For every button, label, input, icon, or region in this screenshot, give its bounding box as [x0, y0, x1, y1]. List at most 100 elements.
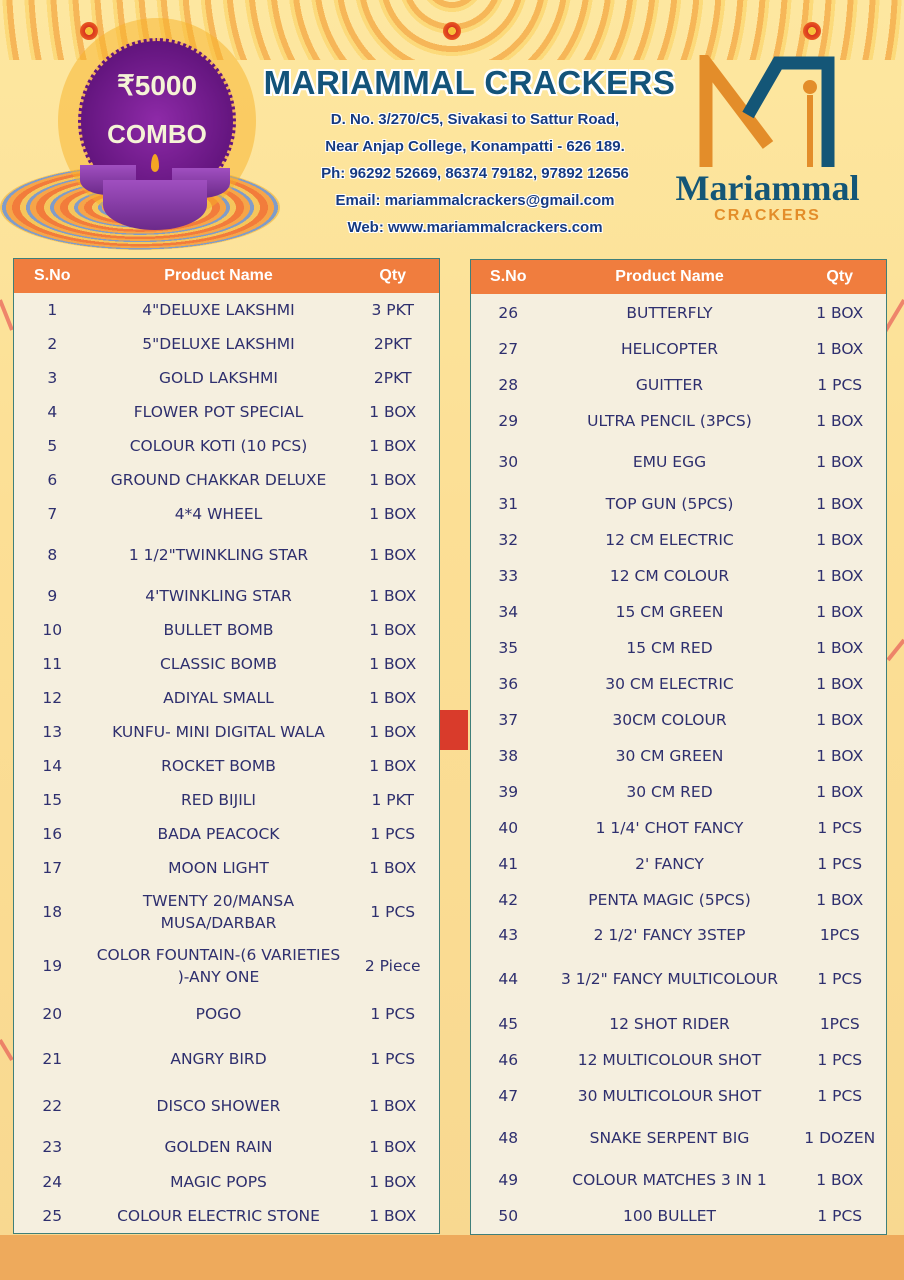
cell-product-name: GUITTER: [635, 376, 704, 394]
email: Email: mariammalcrackers@gmail.com: [335, 192, 615, 209]
cell-product-name: 12 SHOT RIDER: [609, 1015, 730, 1033]
cell-sno: 29: [498, 412, 519, 430]
cell-product-name: 4"DELUXE LAKSHMI: [142, 301, 295, 319]
cell-sno: 22: [42, 1097, 63, 1115]
cell-product-name: BUTTERFLY: [626, 303, 713, 322]
cell-product-name: 30 MULTICOLOUR SHOT: [577, 1087, 762, 1105]
cell-qty: 2 Piece: [364, 957, 421, 975]
cell-sno: 37: [498, 711, 519, 729]
table-row: 36 30 CM ELECTRIC 1 BOX: [471, 666, 887, 702]
cell-sno: 44: [498, 970, 519, 988]
table-row: 39 30 CM RED 1 BOX: [471, 774, 887, 810]
cell-sno: 32: [498, 531, 519, 549]
combo-label: COMBO: [107, 119, 207, 149]
table-row: 7 4*4 WHEEL 1 BOX: [14, 497, 440, 531]
cell-product-name: SNAKE SERPENT BIG: [589, 1129, 750, 1147]
product-table-left: S.No Product Name Qty 1 4"DELUXE LAKSHMI 3…: [13, 258, 440, 1234]
cell-qty: 1 PCS: [817, 1087, 863, 1105]
cell-qty: 2PKT: [373, 369, 412, 387]
cell-product-name: 15 CM GREEN: [615, 603, 724, 621]
table-row: 8 1 1/2"TWINKLING STAR 1 BOX: [14, 531, 440, 579]
table-row: 34 15 CM GREEN 1 BOX: [471, 594, 887, 630]
cell-qty: 1 BOX: [816, 303, 864, 322]
table-row: 18 TWENTY 20/MANSA MUSA/DARBAR 1 PCS: [14, 885, 440, 939]
cell-sno: 45: [498, 1015, 519, 1033]
brand-logo: Mariammal CRACKERS: [660, 55, 875, 230]
cell-sno: 13: [42, 723, 63, 741]
table-row: 43 2 1/2' FANCY 3STEP 1PCS: [471, 917, 887, 952]
table-row: 15 RED BIJILI 1 PKT: [14, 783, 440, 817]
cell-sno: 10: [42, 621, 63, 639]
cell-product-name: DISCO SHOWER: [156, 1097, 281, 1115]
table-row: 1 4"DELUXE LAKSHMI 3 PKT: [14, 293, 440, 327]
cell-qty: 1 PCS: [370, 1050, 416, 1068]
cell-product-name: CLASSIC BOMB: [160, 655, 277, 673]
cell-product-name: KUNFU- MINI DIGITAL WALA: [112, 723, 325, 741]
flower-decoration: [80, 22, 98, 40]
table-row: 26 BUTTERFLY 1 BOX: [471, 294, 887, 331]
cell-sno: 7: [47, 505, 58, 523]
cell-qty: 1 BOX: [816, 747, 864, 765]
cell-product-name: 30 CM ELECTRIC: [605, 675, 734, 693]
cell-qty: 1 BOX: [369, 655, 417, 673]
cell-product-name: HELICOPTER: [620, 340, 719, 358]
cell-qty: 1 BOX: [369, 403, 417, 421]
cell-sno: 33: [498, 567, 519, 585]
cell-product-name: EMU EGG: [632, 453, 707, 471]
table-row: 10 BULLET BOMB 1 BOX: [14, 613, 440, 647]
cell-sno: 41: [498, 855, 519, 873]
table-row: 25 COLOUR ELECTRIC STONE 1 BOX: [14, 1199, 440, 1233]
cell-qty: 1 BOX: [816, 603, 864, 621]
col-header-product: Product Name: [90, 258, 347, 293]
company-name: MARIAMMAL CRACKERS: [263, 64, 676, 101]
table-row: 30 EMU EGG 1 BOX: [471, 439, 887, 485]
phone-numbers: Ph: 96292 52669, 86374 79182, 97892 1265…: [321, 165, 629, 182]
table-row: 14 ROCKET BOMB 1 BOX: [14, 749, 440, 783]
cell-sno: 15: [42, 791, 63, 809]
table-row: 29 ULTRA PENCIL (3PCS) 1 BOX: [471, 403, 887, 439]
cell-qty: 1 BOX: [369, 689, 417, 707]
product-table-right: S.No Product Name Qty 26 BUTTERFLY 1 BOX 27…: [470, 259, 887, 1235]
table-row: 5 COLOUR KOTI (10 PCS) 1 BOX: [14, 429, 440, 463]
table-row: 46 12 MULTICOLOUR SHOT 1 PCS: [471, 1042, 887, 1078]
cell-product-name: TWENTY 20/MANSA MUSA/DARBAR: [142, 892, 295, 932]
cell-qty: 1 BOX: [816, 412, 864, 430]
cell-product-name: 2' FANCY: [635, 855, 704, 873]
cell-sno: 8: [47, 546, 58, 564]
cell-product-name: POGO: [195, 1005, 242, 1023]
cell-sno: 21: [42, 1050, 63, 1068]
cell-product-name: COLOUR ELECTRIC STONE: [117, 1206, 320, 1225]
table-row: 35 15 CM RED 1 BOX: [471, 630, 887, 666]
cell-sno: 23: [42, 1138, 63, 1156]
cell-sno: 1: [47, 301, 58, 319]
cell-sno: 42: [498, 890, 519, 909]
col-header-sno: S.No: [13, 258, 91, 293]
table-row: 20 POGO 1 PCS: [14, 993, 440, 1035]
cell-qty: 1 BOX: [816, 675, 864, 693]
table-row: 23 GOLDEN RAIN 1 BOX: [14, 1129, 440, 1165]
website: Web: www.mariammalcrackers.com: [347, 219, 603, 236]
col-header-qty: Qty: [346, 258, 440, 293]
cell-sno: 27: [498, 340, 519, 358]
cell-product-name: 100 BULLET: [622, 1206, 717, 1225]
cell-qty: 1 DOZEN: [804, 1129, 876, 1147]
table-row: 3 GOLD LAKSHMI 2PKT: [14, 361, 440, 395]
cell-sno: 40: [498, 819, 519, 837]
cell-product-name: MOON LIGHT: [168, 859, 269, 877]
cell-sno: 25: [42, 1206, 63, 1225]
cell-product-name: 12 CM ELECTRIC: [605, 531, 734, 549]
cell-qty: 1PCS: [819, 925, 860, 944]
cell-product-name: ULTRA PENCIL (3PCS): [587, 412, 752, 430]
cell-sno: 18: [42, 903, 63, 921]
cell-qty: 1 BOX: [369, 859, 417, 877]
cell-sno: 6: [47, 471, 58, 489]
table-row: 11 CLASSIC BOMB 1 BOX: [14, 647, 440, 681]
cell-sno: 43: [498, 925, 519, 944]
table-row: 38 30 CM GREEN 1 BOX: [471, 738, 887, 774]
cell-sno: 28: [498, 376, 519, 394]
address-line1: D. No. 3/270/C5, Sivakasi to Sattur Road…: [330, 111, 620, 128]
cell-product-name: 30 CM RED: [626, 783, 713, 801]
cell-sno: 19: [42, 957, 63, 975]
cell-product-name: 12 CM COLOUR: [609, 567, 730, 585]
cell-product-name: 1 1/4' CHOT FANCY: [595, 819, 744, 837]
